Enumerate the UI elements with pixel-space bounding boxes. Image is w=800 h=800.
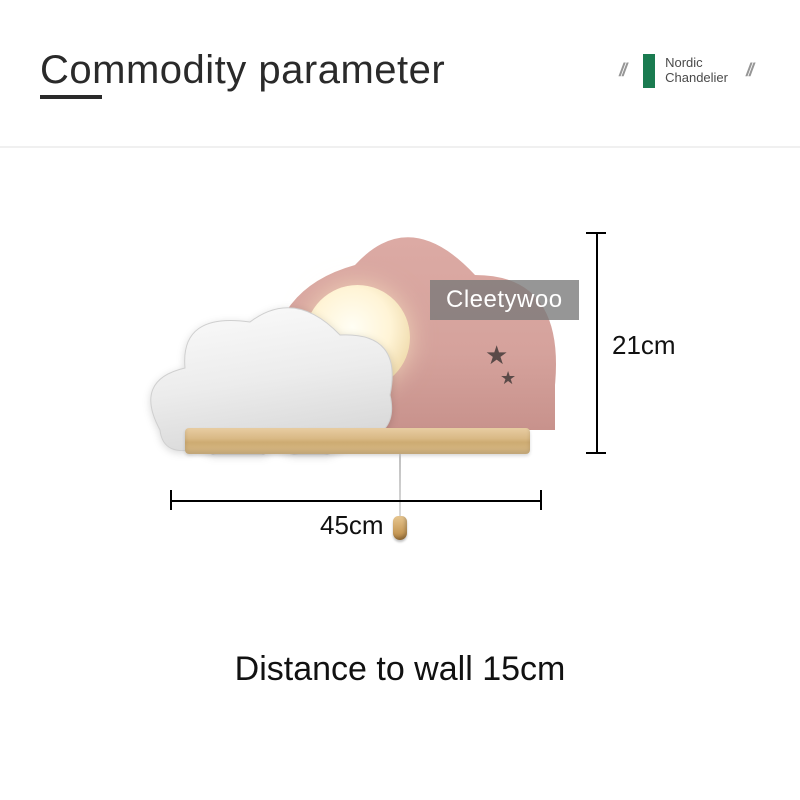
brand-line-1: Nordic	[665, 55, 703, 70]
brand-text: Nordic Chandelier	[665, 56, 728, 86]
dimension-height-line	[596, 232, 598, 452]
brand-watermark: Cleetywoo	[430, 280, 579, 320]
dimension-width-label: 45cm	[320, 510, 384, 541]
product-illustration: ★ ★	[150, 230, 570, 510]
page-title: Commodity parameter	[40, 48, 445, 93]
header-divider	[0, 146, 800, 148]
slash-icon: //	[746, 60, 752, 81]
brand-line-2: Chandelier	[665, 70, 728, 85]
title-wrap: Commodity parameter	[40, 48, 445, 93]
dimension-width-tick	[540, 490, 542, 510]
dimension-height-tick	[586, 452, 606, 454]
dimension-depth-note: Distance to wall 15cm	[0, 650, 800, 689]
header: Commodity parameter // Nordic Chandelier…	[40, 48, 760, 93]
wooden-shelf	[185, 428, 530, 454]
brand-block: // Nordic Chandelier //	[611, 54, 760, 88]
dimension-height-tick	[586, 232, 606, 234]
star-cutout-icon: ★	[500, 368, 516, 389]
pull-cord	[399, 454, 401, 522]
title-underline	[40, 95, 102, 99]
pull-cord-bead	[393, 516, 407, 540]
dimension-width-tick	[170, 490, 172, 510]
dimension-height-label: 21cm	[612, 330, 676, 361]
slash-icon: //	[619, 60, 625, 81]
dimension-width-line	[170, 500, 540, 502]
brand-accent-bar	[643, 54, 655, 88]
star-cutout-icon: ★	[485, 340, 508, 371]
